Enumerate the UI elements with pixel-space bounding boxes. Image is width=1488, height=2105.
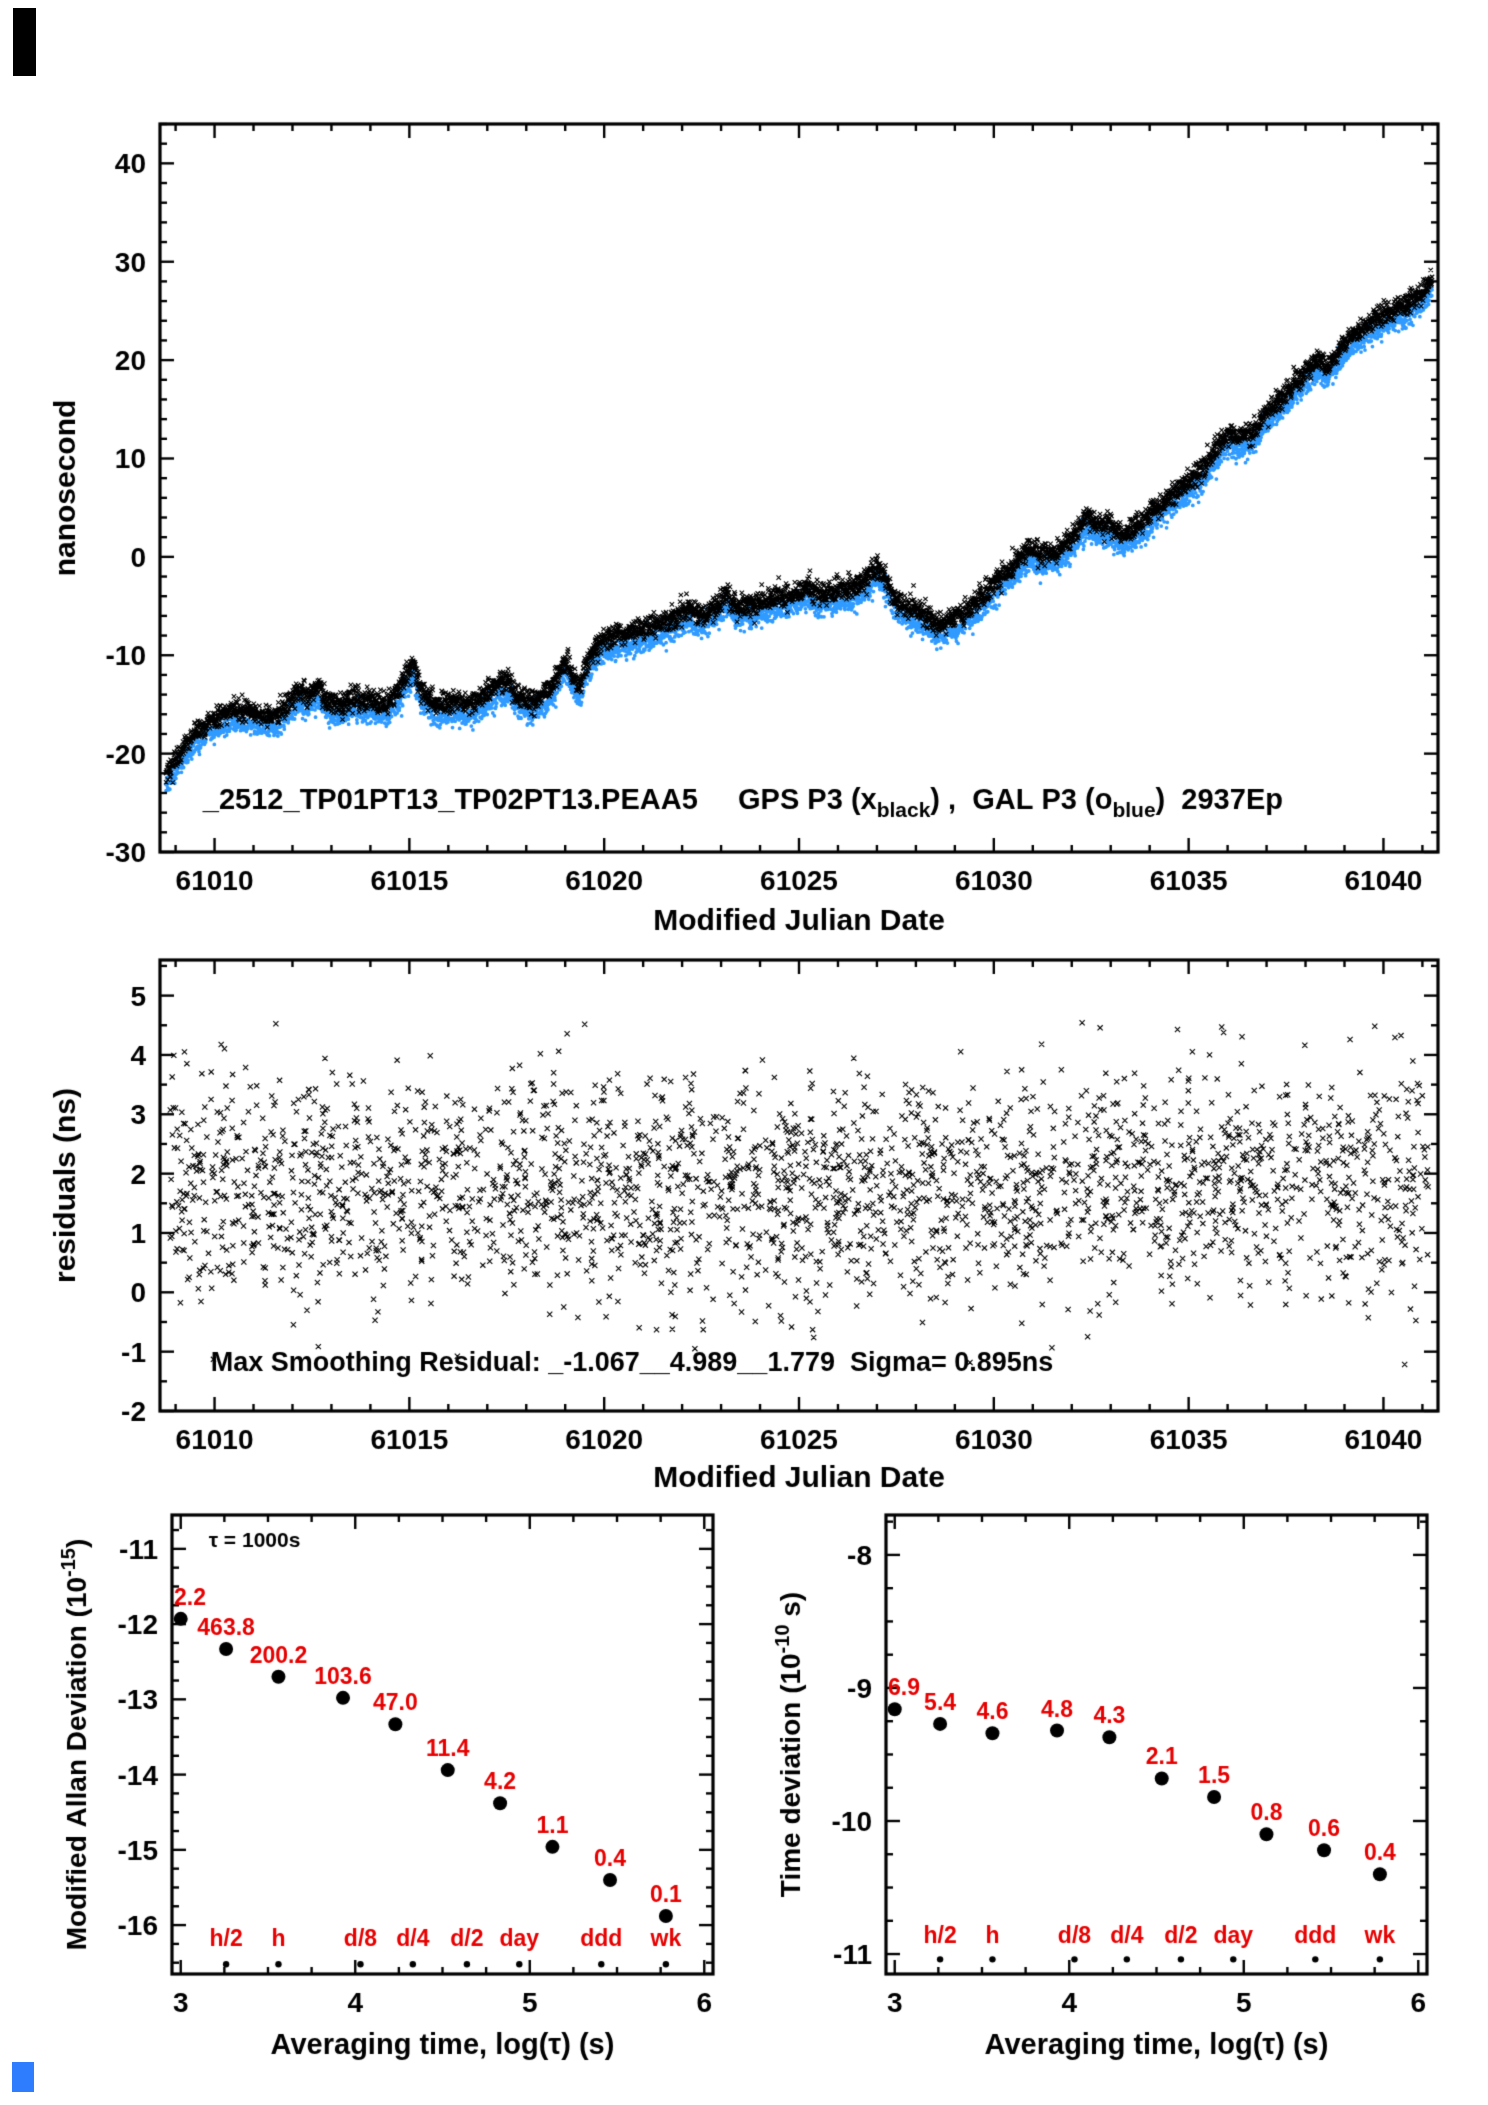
modified-allan-deviation-chart (0, 1500, 744, 2105)
time-series-chart (0, 0, 1488, 950)
top-left-black-bar-artifact (13, 8, 36, 76)
residuals-chart (0, 950, 1488, 1500)
bottom-left-blue-swatch (12, 2062, 34, 2092)
time-deviation-chart (744, 1500, 1488, 2105)
